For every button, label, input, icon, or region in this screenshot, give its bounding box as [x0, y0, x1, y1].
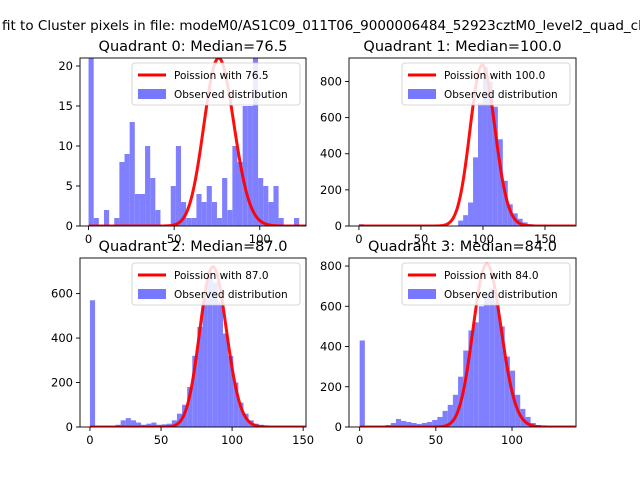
panel-title: Quadrant 0: Median=76.5 [99, 39, 288, 55]
y-tick-label: 0 [66, 219, 73, 233]
histogram-bar [474, 322, 479, 427]
y-tick-label: 20 [58, 59, 73, 73]
y-tick-label: 400 [320, 147, 342, 161]
legend-fit-label: Poission with 76.5 [174, 70, 269, 82]
panel-title: Quadrant 2: Median=87.0 [99, 239, 288, 255]
histogram-bar [218, 302, 223, 427]
histogram-bar [186, 218, 191, 226]
histogram-bar [227, 210, 232, 226]
legend-hist-label: Observed distribution [444, 89, 558, 101]
histogram-bar [273, 186, 278, 226]
legend-hist-label: Observed distribution [444, 289, 558, 301]
histogram-bar [484, 296, 489, 427]
x-tick-label: 50 [154, 433, 169, 447]
histogram-bar [176, 146, 181, 226]
histogram-bar [119, 162, 124, 226]
histogram-bar [90, 300, 95, 427]
histogram-bar [212, 202, 217, 226]
y-tick-label: 600 [51, 287, 73, 301]
x-tick-label: 150 [292, 433, 314, 447]
panel-title: Quadrant 1: Median=100.0 [363, 39, 561, 55]
y-tick-label: 5 [66, 179, 73, 193]
legend-fit-label: Poission with 84.0 [444, 270, 539, 282]
y-tick-label: 600 [320, 111, 342, 125]
histogram-bar [150, 178, 155, 226]
x-tick-label: 0 [85, 232, 92, 246]
panel-2: 0 50 100 150 0 200 400 600 Quadrant 2: Median=87… [51, 239, 314, 447]
histogram-bar [140, 194, 145, 226]
y-tick-label: 400 [51, 331, 73, 345]
x-tick-label: 100 [501, 433, 523, 447]
histogram-bar [478, 103, 483, 226]
y-tick-label: 10 [58, 139, 73, 153]
legend-fit-label: Poission with 100.0 [444, 70, 545, 82]
histogram-bar [243, 106, 248, 226]
histogram-bar [135, 194, 140, 226]
histogram-bar [222, 178, 227, 226]
histogram-bar [191, 218, 196, 226]
histogram-bar [207, 186, 212, 226]
legend-hist-swatch [408, 89, 436, 99]
figure-suptitle: Poisson fit to Cluster pixels in file: m… [0, 18, 640, 34]
histogram-bar [468, 203, 473, 226]
histogram-bar [360, 340, 365, 427]
legend-hist-swatch [138, 89, 166, 99]
histogram-bar [202, 202, 207, 226]
x-tick-label: 0 [356, 433, 363, 447]
y-tick-label: 200 [51, 376, 73, 390]
histogram-bar [268, 202, 273, 226]
histogram-bar [171, 186, 176, 226]
y-tick-label: 0 [335, 420, 342, 434]
histogram-bar [463, 215, 468, 226]
histogram-bar [104, 210, 109, 226]
histogram-bar [130, 122, 135, 226]
y-tick-label: 400 [320, 340, 342, 354]
histogram-bar [479, 306, 484, 427]
histogram-bar [232, 146, 237, 226]
x-tick-label: 0 [86, 433, 93, 447]
histogram-bar [203, 298, 208, 427]
y-tick-label: 800 [320, 259, 342, 273]
histogram-bar [89, 58, 94, 226]
y-tick-label: 600 [320, 299, 342, 313]
legend-fit-label: Poission with 87.0 [174, 270, 269, 282]
panel-3: 0 50 100 0 200 400 600 800 Quadrant 3: Median=84… [320, 239, 576, 447]
legend-hist-label: Observed distribution [174, 89, 288, 101]
legend-hist-swatch [138, 289, 166, 299]
y-tick-label: 200 [320, 380, 342, 394]
x-tick-label: 100 [221, 433, 243, 447]
chart-panels: 0 50 100 0 5 10 15 20 Quadrant 0: Median=76.5 Poi… [51, 39, 576, 447]
y-tick-label: 15 [58, 99, 73, 113]
histogram-bar [489, 288, 494, 427]
histogram-bar [155, 210, 160, 226]
x-tick-label: 50 [429, 433, 444, 447]
histogram-bar [145, 146, 150, 226]
y-tick-label: 800 [320, 74, 342, 88]
x-tick-label: 0 [355, 232, 362, 246]
legend-hist-swatch [408, 289, 436, 299]
histogram-bar [217, 218, 222, 226]
histogram-bar [263, 186, 268, 226]
histogram-bar [473, 157, 478, 226]
histogram-bar [196, 194, 201, 226]
y-tick-label: 0 [66, 420, 73, 434]
y-tick-label: 200 [320, 183, 342, 197]
histogram-bar [125, 154, 130, 226]
histogram-bar [458, 221, 463, 226]
panel-title: Quadrant 3: Median=84.0 [368, 239, 557, 255]
histogram-bar [223, 334, 228, 427]
y-tick-label: 0 [335, 219, 342, 233]
legend-hist-label: Observed distribution [174, 289, 288, 301]
